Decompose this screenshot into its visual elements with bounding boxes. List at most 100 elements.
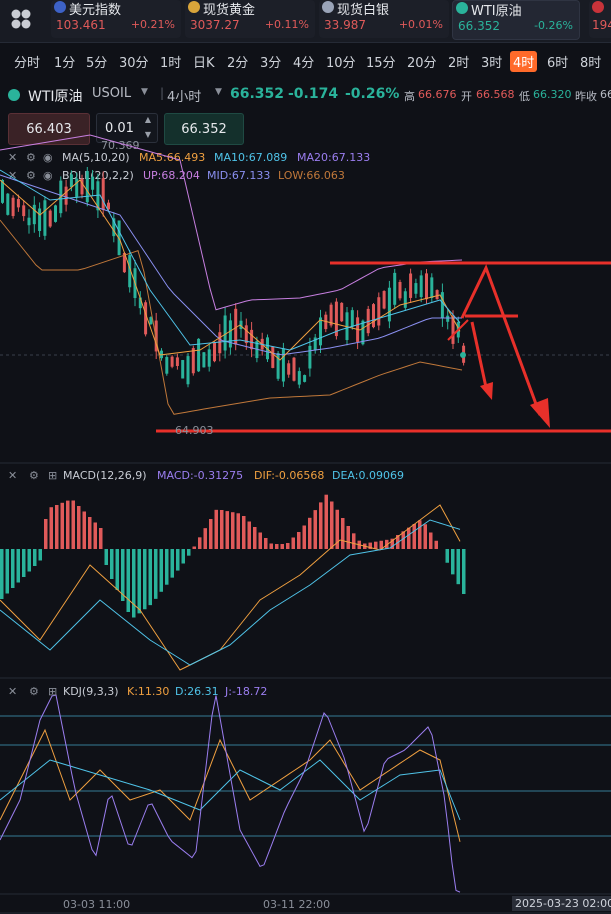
- boll-low-value: LOW:66.063: [278, 169, 345, 182]
- price-change: -0.174: [288, 86, 339, 102]
- macd-name: MACD(12,26,9): [63, 469, 147, 482]
- tf-5m[interactable]: 5分: [86, 56, 108, 71]
- macd-bar: [77, 506, 81, 549]
- tf-30m[interactable]: 30分: [119, 56, 149, 71]
- macd-bar: [203, 528, 207, 549]
- ticker-price: 33.987: [324, 18, 366, 32]
- ticker-partial[interactable]: 194: [589, 0, 611, 38]
- tf-2m[interactable]: 2分: [227, 56, 249, 71]
- chevron-down-icon[interactable]: ▼: [141, 87, 148, 97]
- ma-name: MA(5,10,20): [62, 151, 130, 164]
- symbol-code[interactable]: USOIL: [92, 86, 132, 101]
- close-icon[interactable]: ✕: [8, 685, 18, 698]
- settings-icon[interactable]: ⚙: [29, 685, 39, 698]
- gold-icon: [188, 1, 200, 13]
- macd-bar: [148, 549, 152, 606]
- ticker-change: -0.26%: [534, 19, 573, 32]
- close-icon[interactable]: ✕: [8, 169, 18, 182]
- open-value: 66.568: [476, 88, 515, 101]
- eye-icon[interactable]: ◉: [43, 151, 53, 164]
- candles: [1, 166, 466, 389]
- macd-bar: [368, 542, 372, 549]
- macd-bar: [132, 549, 136, 618]
- tf-1m[interactable]: 1分: [54, 56, 76, 71]
- tf-4m[interactable]: 4分: [293, 56, 315, 71]
- buy-price-box[interactable]: 66.352: [164, 113, 244, 145]
- close-icon[interactable]: ✕: [8, 469, 18, 482]
- macd-bar: [38, 549, 42, 561]
- tf-20m[interactable]: 20分: [407, 56, 437, 71]
- timeframe-bar: 分时 1分 5分 30分 1时 日K 2分 3分 4分 10分 15分 20分 …: [0, 48, 611, 76]
- macd-bar: [181, 549, 185, 564]
- macd-bar: [379, 540, 383, 549]
- macd-bar: [99, 528, 103, 549]
- tf-6h[interactable]: 6时: [547, 56, 569, 71]
- lot-value: 0.01: [105, 120, 134, 136]
- period-selector[interactable]: 4小时: [167, 90, 202, 105]
- close-icon[interactable]: ✕: [8, 151, 18, 164]
- ticker-wti-oil[interactable]: WTI原油 66.352 -0.26%: [452, 0, 580, 40]
- macd-bar: [341, 518, 345, 549]
- ticker-spot-gold[interactable]: 现货黄金 3037.27 +0.11%: [185, 0, 315, 38]
- macd-bar: [104, 549, 108, 565]
- lot-input[interactable]: 0.01 ▲ ▼: [96, 113, 158, 143]
- ticker-change: +0.11%: [264, 18, 309, 31]
- oil-icon: [8, 89, 20, 101]
- ticker-usd-index[interactable]: 美元指数 103.461 +0.21%: [51, 0, 181, 38]
- tf-8h[interactable]: 8时: [580, 56, 602, 71]
- macd-bar: [159, 549, 163, 592]
- expand-icon[interactable]: ⊞: [48, 469, 58, 482]
- tf-2h[interactable]: 2时: [448, 56, 470, 71]
- sell-price-box[interactable]: 66.403: [8, 113, 90, 145]
- settings-icon[interactable]: ⚙: [29, 469, 39, 482]
- d-line: [0, 759, 461, 821]
- projection-short: [470, 321, 489, 393]
- macd-bar: [66, 500, 70, 549]
- tf-3h[interactable]: 3时: [481, 56, 503, 71]
- macd-bar: [209, 519, 213, 549]
- ticker-price: 103.461: [56, 18, 106, 32]
- macd-bar: [302, 525, 306, 549]
- tf-15m[interactable]: 15分: [366, 56, 396, 71]
- stepper-down-icon[interactable]: ▼: [144, 130, 151, 139]
- d-value: D:26.31: [175, 685, 219, 698]
- macd-bar: [308, 517, 312, 549]
- ticker-name: 现货黄金: [203, 3, 256, 18]
- stepper-up-icon[interactable]: ▲: [144, 115, 151, 124]
- expand-icon[interactable]: ⊞: [48, 685, 58, 698]
- macd-bar: [319, 502, 323, 549]
- macd-bar: [286, 543, 290, 549]
- macd-bar: [434, 540, 438, 549]
- macd-bar: [330, 501, 334, 549]
- macd-bar: [462, 549, 466, 594]
- macd-bar: [121, 549, 125, 601]
- settings-icon[interactable]: ⚙: [26, 151, 36, 164]
- macd-bar: [429, 532, 433, 549]
- open-label: 开: [461, 90, 472, 103]
- low-label: 低: [519, 90, 530, 103]
- x-axis-cursor-label: 2025-03-23 02:00: [512, 896, 611, 911]
- macd-bar: [401, 531, 405, 549]
- tf-3m[interactable]: 3分: [260, 56, 282, 71]
- tf-4h-active[interactable]: 4时: [510, 51, 538, 72]
- eye-icon[interactable]: ◉: [43, 169, 53, 182]
- dea-line: [0, 519, 461, 666]
- macd-bar: [456, 549, 460, 585]
- macd-bar: [60, 502, 64, 549]
- settings-icon[interactable]: ⚙: [26, 169, 36, 182]
- arrow-down-icon: [530, 398, 550, 428]
- tf-10m[interactable]: 10分: [326, 56, 356, 71]
- boll-mid-line: [0, 174, 462, 356]
- tf-1h[interactable]: 1时: [160, 56, 182, 71]
- macd-bar: [198, 537, 202, 549]
- tf-tick[interactable]: 分时: [14, 56, 41, 71]
- macd-bar: [88, 517, 92, 549]
- chevron-down-icon[interactable]: ▼: [215, 87, 222, 97]
- j-line: [0, 694, 461, 893]
- tf-day[interactable]: 日K: [193, 56, 215, 71]
- symbol-name[interactable]: WTI原油: [28, 89, 83, 105]
- ticker-spot-silver[interactable]: 现货白银 33.987 +0.01%: [319, 0, 449, 38]
- menu-grid-button[interactable]: [0, 0, 42, 38]
- macd-bar: [253, 527, 257, 549]
